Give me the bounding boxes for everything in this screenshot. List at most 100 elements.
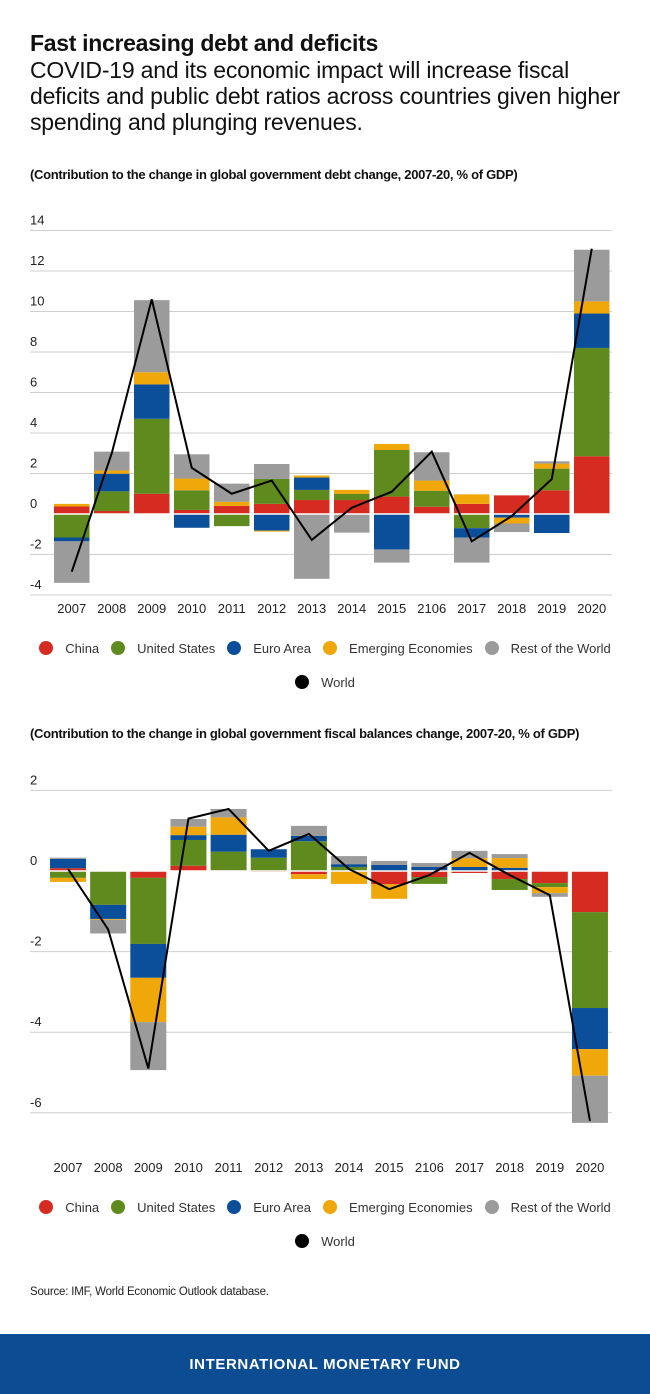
legend-label: World: [321, 674, 355, 690]
bar-segment-rest-of-the-world: [50, 857, 86, 859]
bar-segment-rest-of-the-world: [534, 461, 570, 464]
x-tick-label: 2013: [294, 1160, 323, 1175]
legend-dot-world: [295, 675, 310, 689]
legend-dot-rest-of-world: [484, 1200, 499, 1214]
y-tick-label: -2: [30, 934, 42, 949]
bar-segment-united-states: [374, 450, 410, 497]
bar-segment-united-states: [174, 490, 210, 510]
x-tick-label: 2012: [254, 1160, 283, 1175]
x-tick-label: 2010: [177, 601, 206, 616]
legend-label: China: [65, 640, 100, 656]
legend-item-emerging-economies: Emerging Economies: [323, 1200, 473, 1215]
x-tick-label: 2106: [415, 1160, 444, 1175]
bar-segment-euro-area: [371, 864, 408, 871]
gridlines: -6 -4 -2 0 2: [30, 772, 612, 1114]
legend-dot-euro-area: [227, 641, 242, 655]
world-line: [70, 248, 593, 573]
bar-segment-euro-area: [54, 537, 90, 542]
bars: [50, 808, 608, 1123]
bar-segment-emerging-economies: [491, 858, 528, 868]
bar-segment-united-states: [290, 841, 327, 871]
bar-segment-united-states: [54, 514, 90, 538]
legend-label: Emerging Economies: [349, 640, 473, 656]
x-tick-label: 2020: [577, 601, 606, 616]
bar-segment-china: [531, 871, 568, 884]
legend-row-world: World: [0, 1230, 650, 1252]
bar-segment-emerging-economies: [134, 372, 170, 385]
bar-segment-euro-area: [451, 866, 488, 871]
bar-segment-united-states: [334, 493, 370, 501]
bar-segment-united-states: [491, 879, 528, 890]
legend-row-series: China United States Euro Area Emerging E…: [0, 1196, 650, 1218]
legend-item-united-states: United States: [111, 1200, 215, 1215]
x-tick-label: 2008: [97, 601, 126, 616]
bar-segment-rest-of-the-world: [90, 919, 127, 934]
bar-segment-euro-area: [331, 864, 368, 867]
world-line: [67, 807, 591, 1122]
x-tick-label: 2017: [457, 601, 486, 616]
bar-segment-euro-area: [411, 866, 448, 871]
bar-segment-china: [414, 506, 450, 514]
y-tick-label: -2: [30, 537, 42, 552]
bar-segment-china: [174, 509, 210, 514]
legend-label: United States: [137, 1199, 216, 1215]
bar-segment-china: [574, 456, 610, 514]
bar-segment-china: [290, 871, 327, 875]
bar-segment-euro-area: [534, 514, 570, 534]
bar-segment-rest-of-the-world: [371, 860, 408, 865]
legend-label: United States: [137, 640, 216, 656]
bar-segment-rest-of-the-world: [574, 249, 610, 302]
bar-segment-united-states: [50, 871, 86, 878]
bar-segment-emerging-economies: [50, 877, 86, 882]
bar-segment-united-states: [210, 851, 247, 871]
x-tick-label: 2106: [417, 601, 446, 616]
bar-segment-united-states: [250, 857, 287, 871]
legend-dot-world: [295, 1234, 310, 1248]
bars: [54, 249, 610, 583]
legend-item-world: World: [295, 675, 355, 690]
bar-segment-united-states: [94, 491, 130, 511]
bar-segment-euro-area: [134, 384, 170, 419]
bar-segment-rest-of-the-world: [94, 451, 130, 471]
x-tick-label: 2012: [257, 601, 286, 616]
bar-segment-euro-area: [130, 943, 167, 978]
legend-row-series: China United States Euro Area Emerging E…: [0, 637, 650, 659]
bar-segment-rest-of-the-world: [491, 854, 528, 859]
bar-segment-emerging-economies: [331, 871, 368, 884]
bar-segment-rest-of-the-world: [451, 850, 488, 859]
bar-segment-united-states: [411, 877, 448, 884]
bar-segment-euro-area: [290, 835, 327, 842]
bar-segment-china: [130, 871, 167, 878]
y-tick-label: 8: [30, 334, 37, 349]
legend-item-world: World: [295, 1234, 355, 1249]
bar-segment-rest-of-the-world: [571, 1075, 608, 1123]
bar-segment-rest-of-the-world: [334, 514, 370, 533]
bar-segment-united-states: [531, 883, 568, 888]
x-tick-label: 2015: [377, 601, 406, 616]
bar-segment-united-states: [414, 490, 450, 507]
bar-segment-emerging-economies: [54, 503, 90, 507]
page-title: Fast increasing debt and deficits: [30, 30, 378, 56]
x-tick-label: 2011: [218, 601, 246, 616]
page-subtitle: COVID-19 and its economic impact will in…: [30, 57, 620, 135]
x-tick-label: 2019: [537, 601, 566, 616]
bar-segment-united-states: [90, 871, 127, 905]
legend-item-china: China: [39, 1200, 99, 1215]
fiscal-chart-legend: China United States Euro Area Emerging E…: [0, 1196, 650, 1252]
bar-segment-euro-area: [454, 528, 490, 538]
legend-label: World: [321, 1233, 355, 1249]
bar-segment-emerging-economies: [451, 858, 488, 867]
bar-segment-china: [494, 495, 530, 514]
legend-label: Euro Area: [253, 640, 312, 656]
bar-segment-emerging-economies: [534, 463, 570, 469]
legend-dot-emerging-economies: [323, 641, 338, 655]
legend-item-rest-of-world: Rest of the World: [484, 641, 611, 656]
legend-label: Rest of the World: [510, 1199, 611, 1215]
legend-dot-united-states: [111, 641, 126, 655]
y-tick-label: 0: [30, 496, 37, 511]
bar-segment-emerging-economies: [174, 478, 210, 491]
bar-segment-united-states: [574, 347, 610, 457]
bar-segment-emerging-economies: [290, 874, 327, 880]
bar-segment-emerging-economies: [414, 480, 450, 491]
legend-label: Emerging Economies: [349, 1199, 473, 1215]
